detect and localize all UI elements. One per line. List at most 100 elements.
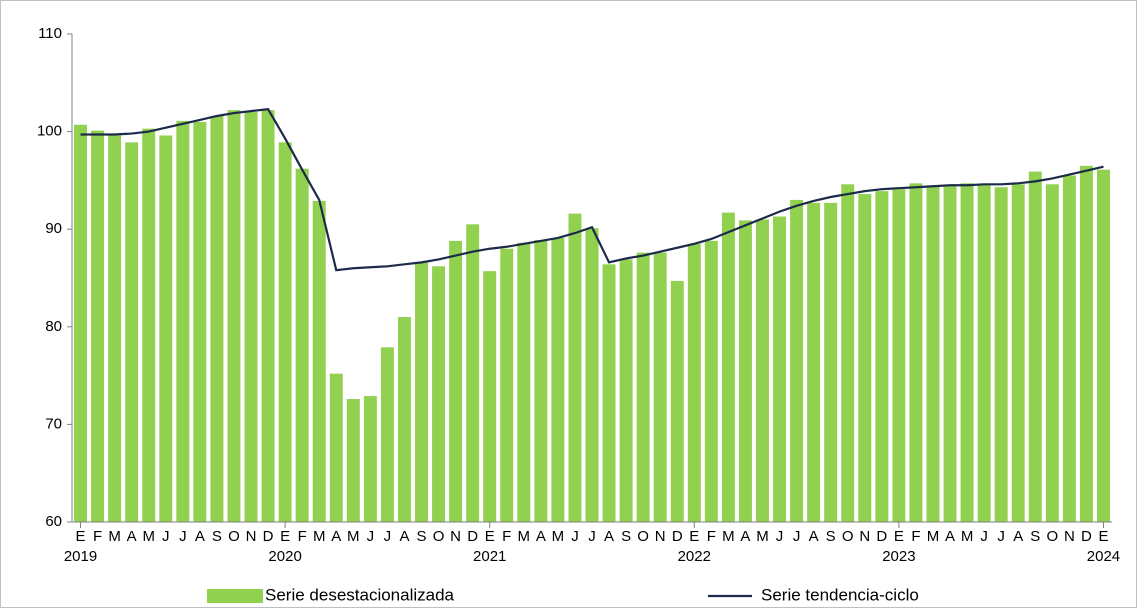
x-tick-label: N (450, 528, 461, 545)
bar (449, 240, 463, 523)
x-tick-label: A (536, 528, 546, 545)
bar (500, 248, 514, 522)
x-tick-label: J (980, 528, 988, 545)
legend-swatch (207, 589, 263, 603)
x-tick-label: N (655, 528, 666, 545)
x-tick-label: E (689, 528, 699, 545)
x-tick-label: E (894, 528, 904, 545)
x-tick-label: A (195, 528, 205, 545)
bar (721, 212, 735, 522)
x-tick-label: M (552, 528, 565, 545)
y-tick-label: 100 (37, 123, 62, 140)
bar (670, 280, 684, 522)
bar (1062, 175, 1076, 522)
bar (943, 186, 957, 523)
x-tick-label: J (367, 528, 375, 545)
y-tick-label: 90 (45, 220, 62, 237)
bar (466, 224, 480, 522)
x-tick-label: M (927, 528, 940, 545)
x-tick-label: M (756, 528, 769, 545)
bar (602, 264, 616, 522)
x-tick-label: N (859, 528, 870, 545)
x-tick-label: J (179, 528, 187, 545)
bar (909, 183, 923, 522)
bar (261, 110, 275, 523)
bar (534, 239, 548, 522)
x-tick-label: J (793, 528, 801, 545)
x-tick-label: J (571, 528, 579, 545)
x-tick-label: A (604, 528, 614, 545)
bar (125, 142, 139, 522)
bar (227, 110, 241, 523)
bar (653, 252, 667, 522)
bar (517, 242, 531, 522)
x-tick-label: F (911, 528, 920, 545)
x-tick-label: O (637, 528, 649, 545)
x-tick-label: E (76, 528, 86, 545)
bar (790, 199, 804, 523)
bar (756, 219, 769, 522)
bar (108, 135, 122, 522)
x-tick-label: A (740, 528, 750, 545)
x-tick-label: A (945, 528, 955, 545)
y-tick-label: 110 (38, 25, 62, 42)
bar (892, 189, 906, 522)
bar (977, 185, 991, 522)
y-tick-label: 80 (45, 318, 62, 335)
bar (1011, 184, 1025, 522)
x-tick-label: M (347, 528, 360, 545)
x-tick-label: F (707, 528, 716, 545)
bar (193, 121, 207, 522)
x-tick-label: S (417, 528, 427, 545)
x-tick-label: A (127, 528, 137, 545)
x-tick-label: E (1098, 528, 1108, 545)
bar (841, 184, 855, 522)
bar (91, 130, 105, 522)
bar (74, 124, 88, 522)
bar (807, 202, 821, 522)
year-label: 2024 (1087, 548, 1120, 565)
x-tick-label: A (1013, 528, 1023, 545)
x-tick-label: N (1064, 528, 1075, 545)
x-tick-label: A (399, 528, 409, 545)
x-tick-label: M (313, 528, 326, 545)
x-tick-label: A (331, 528, 341, 545)
x-tick-label: J (162, 528, 170, 545)
bar (858, 194, 872, 522)
bar (738, 220, 752, 522)
bar (346, 399, 360, 522)
x-tick-label: D (672, 528, 683, 545)
x-tick-label: S (1030, 528, 1040, 545)
x-tick-label: E (485, 528, 495, 545)
year-label: 2023 (882, 548, 915, 565)
bar (687, 243, 701, 522)
x-tick-label: D (263, 528, 274, 545)
bar (1079, 165, 1093, 522)
bar (824, 202, 838, 522)
bar (960, 183, 974, 522)
x-tick-label: D (467, 528, 478, 545)
bar (159, 135, 173, 522)
bar (380, 347, 394, 522)
bar (210, 115, 224, 522)
x-tick-label: S (212, 528, 222, 545)
bar (363, 396, 377, 522)
x-tick-label: S (826, 528, 836, 545)
bar (278, 142, 292, 522)
bar (397, 317, 411, 522)
bar (483, 271, 497, 522)
bar (926, 186, 940, 523)
bar (1045, 184, 1059, 522)
y-tick-label: 60 (45, 513, 62, 530)
year-label: 2019 (64, 548, 97, 565)
bar (619, 259, 633, 522)
bar (875, 191, 889, 523)
x-tick-label: J (588, 528, 596, 545)
bar (329, 373, 343, 522)
x-tick-label: O (228, 528, 240, 545)
trend-line (80, 107, 1104, 272)
x-tick-label: A (809, 528, 819, 545)
bar (244, 112, 258, 522)
bar (585, 228, 599, 522)
